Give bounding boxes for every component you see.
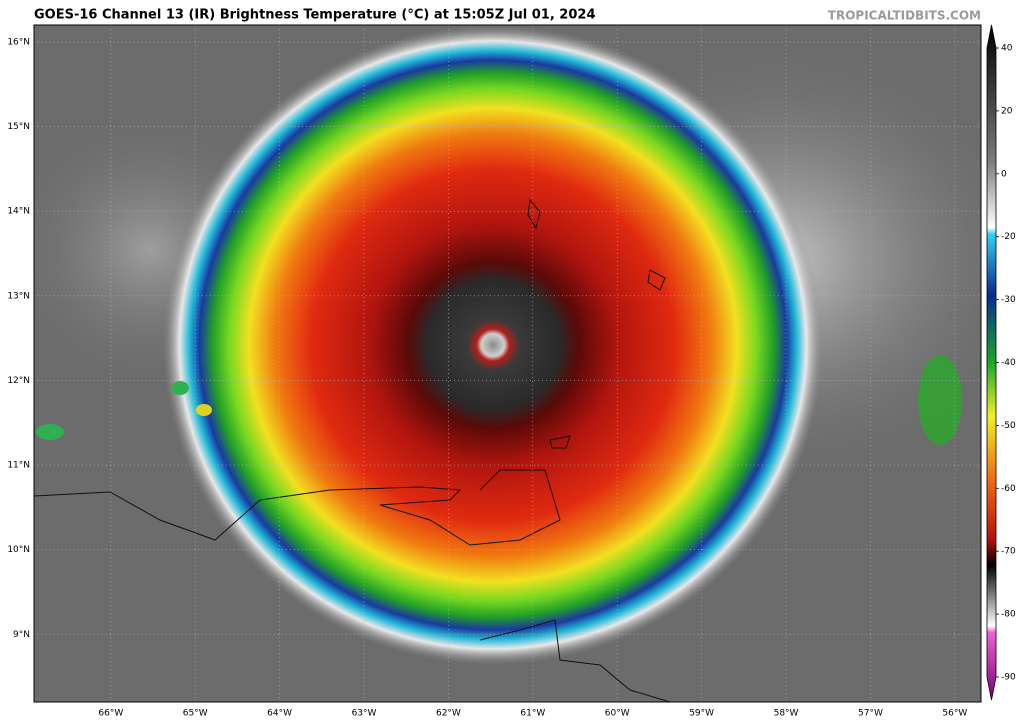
colorbar-label: -70 (1001, 547, 1016, 557)
lon-label: 66°W (98, 709, 123, 719)
colorbar-label: 0 (1001, 169, 1007, 179)
lon-label: 58°W (774, 709, 799, 719)
colorbar-label: -30 (1001, 295, 1016, 305)
colorbar-label: -60 (1001, 484, 1016, 494)
lat-label: 13°N (7, 291, 30, 301)
lon-label: 56°W (942, 709, 967, 719)
credit: TROPICALTIDBITS.COM (828, 9, 981, 23)
lon-label: 57°W (858, 709, 883, 719)
map-frame (33, 24, 982, 703)
colorbar-label: -50 (1001, 421, 1016, 431)
lat-label: 14°N (7, 207, 30, 217)
colorbar-label: -90 (1001, 673, 1016, 683)
title: GOES-16 Channel 13 (IR) Brightness Tempe… (34, 8, 596, 23)
colorbar-label: -80 (1001, 610, 1016, 620)
lat-label: 15°N (7, 122, 30, 132)
lon-label: 62°W (436, 709, 461, 719)
lat-label: 16°N (7, 37, 30, 47)
lat-label: 11°N (7, 461, 30, 471)
lon-label: 63°W (352, 709, 377, 719)
satellite-image (34, 25, 981, 702)
lon-label: 59°W (689, 709, 714, 719)
colorbar-label: 20 (1001, 106, 1013, 116)
lat-label: 12°N (7, 376, 30, 386)
lon-label: 61°W (520, 709, 545, 719)
lon-label: 64°W (267, 709, 292, 719)
lat-label: 10°N (7, 545, 30, 555)
lon-label: 65°W (183, 709, 208, 719)
colorbar-label: -20 (1001, 232, 1016, 242)
lon-label: 60°W (605, 709, 630, 719)
colorbar-label: 40 (1001, 44, 1013, 54)
lat-label: 9°N (13, 630, 30, 640)
colorbar (986, 24, 997, 701)
colorbar-label: -40 (1001, 358, 1016, 368)
